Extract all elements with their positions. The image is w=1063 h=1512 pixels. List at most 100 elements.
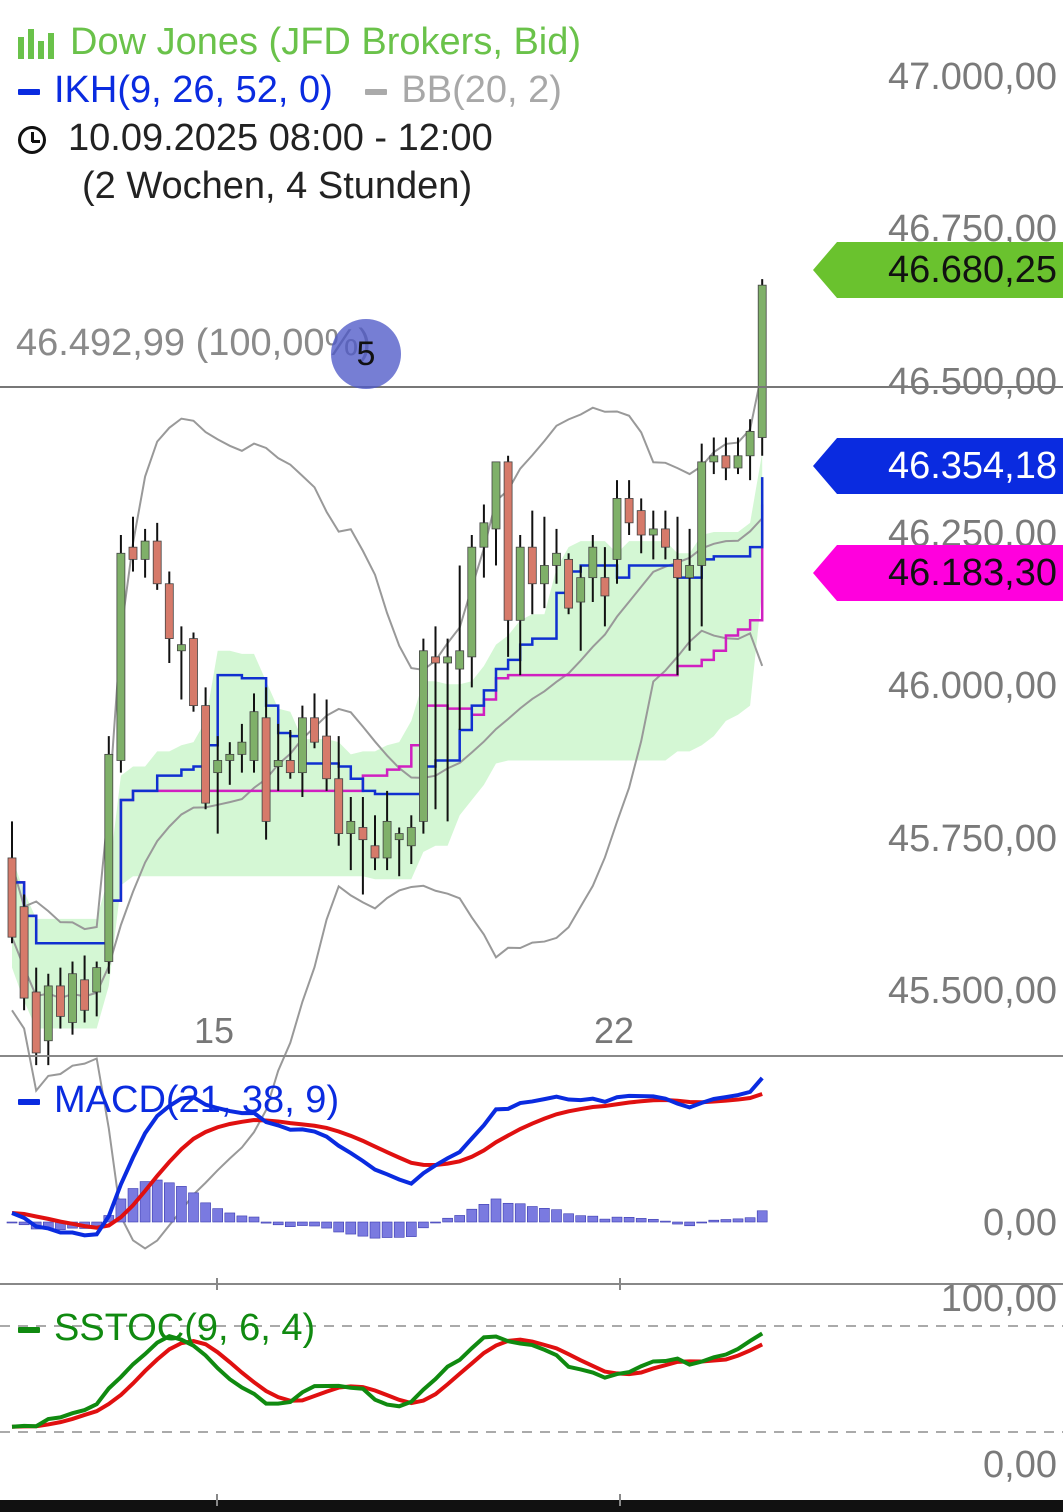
candle-body [370, 845, 380, 859]
candle-body [648, 528, 658, 536]
macd-histogram-bar [418, 1221, 429, 1229]
macd-histogram-bar [188, 1192, 199, 1223]
stoch-k-line [11, 1331, 764, 1429]
candle-body [636, 510, 646, 536]
candle-body [661, 528, 670, 548]
macd-histogram-bar [248, 1216, 260, 1223]
candle-body [164, 583, 174, 639]
candle-body [491, 461, 501, 530]
macd-histogram-bar [345, 1221, 357, 1235]
ikh-price-box: 46.354,18 [813, 438, 1063, 494]
candle-body [757, 284, 767, 438]
macd-histogram-bar [284, 1221, 296, 1227]
stochastic-panel [0, 1325, 1063, 1512]
candle-body [455, 650, 465, 670]
macd-histogram-bar [720, 1219, 732, 1223]
bb-middle-line [11, 517, 763, 1000]
stoch-d-line [11, 1337, 764, 1429]
drawing-badge[interactable]: 5 [331, 319, 401, 389]
candle-body [358, 827, 368, 841]
candle-body [225, 753, 235, 761]
macd-histogram-bar [321, 1221, 332, 1229]
candle-body [431, 656, 440, 664]
macd-histogram-bar [635, 1218, 647, 1223]
macd-zero-label: 0,00 [983, 1202, 1057, 1244]
candle-body [624, 498, 634, 524]
bb-upper-line [11, 370, 764, 931]
candle-body [527, 546, 537, 585]
macd-histogram-bar [684, 1221, 695, 1227]
ikh-label: IKH(9, 26, 52, 0) [54, 69, 333, 111]
macd-histogram-bar [272, 1221, 284, 1226]
macd-histogram-bar [599, 1218, 611, 1223]
stoch-top-label: 100,00 [940, 1278, 1057, 1320]
macd-swatch [18, 1098, 40, 1105]
candle-body [346, 820, 356, 834]
period-label: 10.09.2025 08:00 - 12:00 [68, 117, 493, 159]
candle-body [685, 565, 694, 579]
macd-histogram-bar [551, 1209, 562, 1223]
kijun-price-box: 46.183,30 [813, 545, 1063, 601]
macd-histogram-bar [563, 1213, 574, 1223]
macd-histogram-bar [623, 1216, 635, 1223]
bottom-bar [0, 1500, 1063, 1512]
macd-histogram-bar [454, 1215, 466, 1223]
bb-swatch [365, 88, 388, 95]
macd-histogram-bar [297, 1221, 308, 1226]
macd-label: MACD(21, 38, 9) [54, 1079, 340, 1121]
y-tick-label: 45.750,00 [887, 817, 1057, 860]
candle-body [709, 455, 719, 463]
candle-body [31, 991, 41, 1054]
candle-body [418, 650, 428, 822]
macd-histogram-bar [526, 1206, 538, 1223]
candle-body [152, 540, 162, 585]
ichimoku-cloud [12, 452, 763, 1029]
candle-body [564, 558, 573, 609]
candle-body [297, 717, 307, 774]
candle-body [116, 552, 126, 761]
y-tick-label: 46.000,00 [887, 665, 1057, 708]
macd-histogram-bar [539, 1208, 550, 1223]
candle-body [92, 967, 102, 993]
macd-histogram-bar [200, 1202, 211, 1223]
macd-panel [0, 1076, 1063, 1290]
macd-histogram-bar [502, 1202, 514, 1223]
macd-histogram-bar [333, 1221, 345, 1233]
y-tick-label: 47.000,00 [887, 56, 1057, 98]
macd-histogram-bar [260, 1221, 272, 1224]
candle-body [237, 741, 247, 755]
x-tick-15: 15 [194, 1010, 235, 1051]
candle-body [322, 735, 332, 780]
macd-histogram-bar [744, 1217, 756, 1223]
macd-histogram-bar [151, 1179, 163, 1223]
macd-histogram-bar [236, 1215, 248, 1223]
candle-body [745, 431, 755, 457]
macd-histogram-bar [490, 1198, 502, 1223]
indicator-legend: IKH(9, 26, 52, 0) BB(20, 2) [18, 66, 562, 114]
candle-body [104, 753, 114, 962]
candle-body [382, 820, 392, 859]
macd-histogram-bar [708, 1219, 720, 1223]
candle-body [467, 546, 477, 658]
candle-body [176, 644, 186, 652]
candle-body [80, 979, 89, 1011]
macd-histogram-bar [587, 1215, 599, 1223]
candle-body [68, 973, 77, 1023]
y-tick-label: 46.500,00 [887, 360, 1057, 403]
macd-histogram-bar [393, 1221, 405, 1238]
candle-body [273, 760, 283, 767]
macd-histogram-bar [224, 1212, 236, 1223]
macd-signal-line [11, 1092, 763, 1230]
candlestick-icon [18, 28, 54, 59]
candle-body [697, 461, 707, 566]
macd-histogram-bar [478, 1204, 490, 1223]
candle-body [213, 760, 223, 774]
macd-histogram-bar [381, 1221, 393, 1238]
candle-body [334, 778, 344, 834]
candle-body [600, 577, 610, 597]
stoch-bottom-label: 0,00 [983, 1444, 1057, 1486]
last-price-box: 46.680,25 [813, 242, 1063, 298]
candle-body [7, 857, 17, 938]
macd-histogram-bar [732, 1218, 744, 1223]
